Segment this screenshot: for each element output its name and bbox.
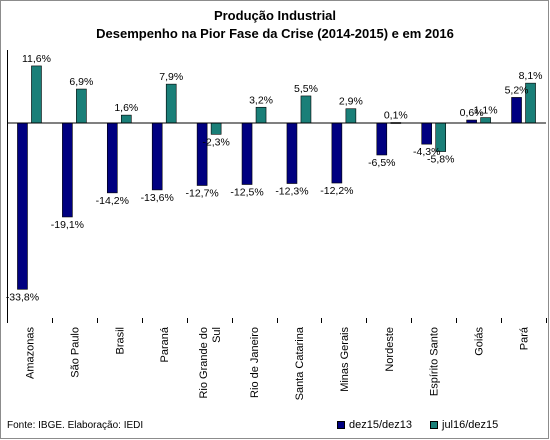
bar-series-1	[376, 122, 388, 156]
bar-series-1	[196, 122, 208, 186]
data-label-series-2: 8,1%	[519, 70, 543, 82]
legend-swatch-series-1	[337, 421, 345, 429]
category-label: Minas Gerais	[339, 327, 351, 392]
category-label: Nordeste	[384, 327, 396, 372]
bar-series-2	[300, 95, 312, 124]
bar-series-2	[165, 83, 177, 124]
category-label: Santa Catarina	[294, 326, 306, 400]
legend: dez15/dez13 jul16/dez15	[337, 419, 498, 431]
bar-series-1	[62, 122, 73, 218]
data-label-series-2: 7,9%	[159, 71, 183, 83]
legend-item-series-2: jul16/dez15	[430, 419, 498, 431]
bar-series-1	[286, 122, 298, 184]
category-label: Pará	[519, 326, 531, 350]
data-label-series-1: -12,3%	[275, 186, 308, 198]
category-label: Amazonas	[24, 327, 36, 379]
bar-series-1	[421, 122, 433, 145]
category-label: Rio de Janeiro	[249, 327, 261, 398]
bar-layer	[17, 65, 536, 290]
data-label-series-2: 11,6%	[22, 53, 51, 65]
category-label: Rio Grande doSul	[198, 327, 223, 399]
category-label: Espírito Santo	[429, 327, 441, 396]
bar-series-1	[106, 122, 118, 194]
chart-title: Produção Industrial	[214, 8, 336, 23]
data-label-series-2: 2,9%	[339, 96, 363, 108]
data-label-series-1: -19,1%	[51, 219, 84, 231]
data-label-series-1: 5,2%	[505, 84, 529, 96]
category-label-layer: Amazonas São Paulo Brasil Paraná Rio Grande …	[24, 326, 530, 400]
bar-series-2	[76, 88, 87, 124]
data-label-series-1: -33,8%	[6, 291, 39, 303]
source-note: Fonte: IBGE. Elaboração: IEDI	[7, 420, 144, 431]
category-label: São Paulo	[69, 327, 81, 378]
data-label-layer: -33,8% 11,6% -19,1% 6,9% -14,2% 1,6% -13,6% 7,9…	[6, 53, 543, 303]
legend-label-series-1: dez15/dez13	[349, 419, 412, 431]
data-label-series-2: -5,8%	[427, 154, 454, 166]
legend-item-series-1: dez15/dez13	[337, 419, 412, 431]
category-label: Paraná	[159, 326, 171, 362]
bar-series-2	[255, 106, 267, 124]
data-label-series-1: -14,2%	[96, 195, 129, 207]
axis-layer	[7, 50, 547, 323]
chart-subtitle: Desempenho na Pior Fase da Crise (2014-2…	[96, 26, 454, 41]
data-label-series-2: 6,9%	[69, 76, 93, 88]
bar-series-1	[241, 122, 253, 185]
data-label-series-2: 1,1%	[474, 105, 498, 117]
category-label: Goiás	[474, 327, 486, 356]
data-label-series-2: 5,5%	[294, 83, 318, 95]
data-label-series-1: -12,5%	[230, 187, 263, 199]
bar-series-2	[345, 108, 357, 124]
legend-label-series-2: jul16/dez15	[442, 419, 499, 431]
bar-series-1	[511, 97, 522, 124]
bar-series-2	[31, 65, 42, 124]
data-label-series-2: -2,3%	[202, 136, 229, 148]
data-label-series-1: -12,2%	[320, 185, 353, 197]
bar-series-1	[331, 122, 343, 184]
category-label: Brasil	[114, 327, 126, 355]
bar-series-2	[210, 122, 222, 135]
bar-series-1	[151, 122, 163, 191]
data-label-series-2: 1,6%	[114, 102, 138, 114]
data-label-series-1: -6,5%	[368, 157, 395, 169]
bar-series-2	[120, 114, 132, 124]
data-label-series-2: 3,2%	[249, 94, 273, 106]
data-label-series-1: -13,6%	[141, 192, 174, 204]
data-label-series-1: -12,7%	[185, 187, 218, 199]
data-label-series-2: 0,1%	[384, 110, 408, 122]
data-label-series-1: 0,6%	[460, 107, 484, 119]
legend-swatch-series-2	[430, 421, 438, 429]
bar-series-1	[17, 122, 28, 290]
data-label-series-1: -4,3%	[413, 146, 440, 158]
